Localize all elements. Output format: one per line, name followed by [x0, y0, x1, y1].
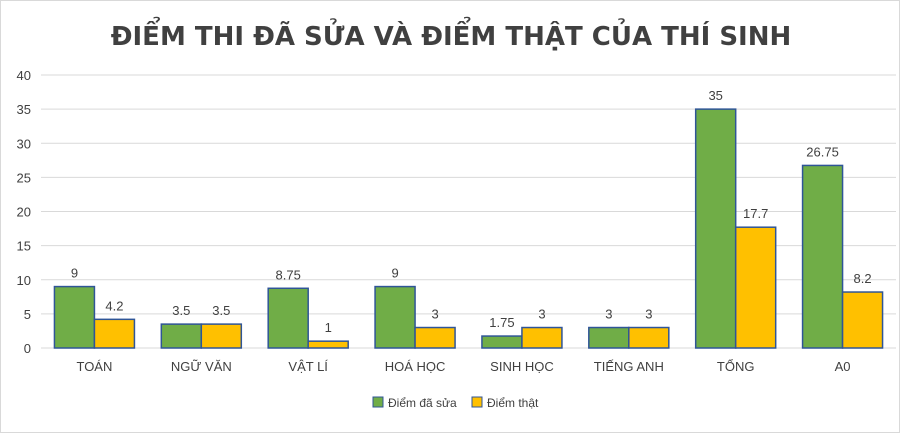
data-label: 1 — [325, 320, 332, 335]
bar-diem-that — [200, 323, 243, 349]
bars — [53, 108, 884, 349]
x-axis: TOÁN NGỮ VĂN VẬT LÍ HOÁ HỌC SINH HỌC TIẾNG AN… — [76, 359, 850, 374]
x-tick-label: VẬT LÍ — [288, 359, 328, 374]
x-tick-label: TIẾNG ANH — [594, 359, 664, 374]
chart-title: ĐIỂM THI ĐÃ SỬA VÀ ĐIỂM THẬT CỦA THÍ SIN… — [111, 15, 792, 52]
legend-label: Điểm đã sửa — [388, 396, 457, 410]
y-axis: 0 5 10 15 20 25 30 35 40 — [17, 68, 31, 356]
data-label: 3 — [645, 307, 652, 322]
y-tick-label: 0 — [24, 341, 31, 356]
x-tick-label: NGỮ VĂN — [171, 359, 232, 374]
bar-diem-that — [521, 326, 563, 349]
data-label: 3 — [538, 307, 545, 322]
bar-diem-da-sua — [160, 323, 203, 349]
bar-diem-that — [734, 226, 777, 349]
bar-diem-da-sua — [588, 326, 630, 349]
bar-diem-that — [307, 340, 349, 349]
bar-diem-da-sua — [374, 285, 416, 349]
y-tick-label: 5 — [24, 307, 31, 322]
data-label: 9 — [71, 266, 78, 281]
x-tick-label: A0 — [835, 359, 851, 374]
data-label: 9 — [391, 266, 398, 281]
y-tick-label: 25 — [17, 170, 31, 185]
data-label: 3 — [605, 307, 612, 322]
legend-swatch — [471, 396, 483, 408]
data-label: 3 — [431, 307, 438, 322]
y-tick-label: 10 — [17, 273, 31, 288]
data-labels: 9 4.2 3.5 3.5 8.75 1 9 3 1.75 3 3 3 35 17.7 26.75 8.2 — [71, 88, 872, 335]
y-tick-label: 35 — [17, 102, 31, 117]
x-tick-label: TỔNG — [717, 359, 755, 374]
bar-diem-da-sua — [267, 287, 309, 349]
data-label: 17.7 — [743, 206, 768, 221]
legend: Điểm đã sửa Điểm thật — [372, 396, 539, 410]
bar-diem-that — [841, 291, 884, 349]
bar-diem-da-sua — [53, 285, 96, 349]
gridlines — [41, 74, 896, 349]
data-label: 4.2 — [105, 298, 123, 313]
bar-diem-that — [628, 326, 670, 349]
data-label: 3.5 — [172, 303, 190, 318]
data-label: 1.75 — [489, 315, 514, 330]
bar-diem-that — [93, 318, 136, 349]
legend-label: Điểm thật — [487, 396, 539, 410]
bar-diem-da-sua — [481, 335, 523, 349]
y-tick-label: 40 — [17, 68, 31, 83]
bar-diem-da-sua — [694, 108, 737, 349]
legend-swatch — [372, 396, 384, 408]
x-tick-label: SINH HỌC — [490, 359, 554, 374]
data-label: 8.2 — [854, 271, 872, 286]
y-tick-label: 30 — [17, 136, 31, 151]
x-tick-label: TOÁN — [76, 359, 112, 374]
y-tick-label: 20 — [17, 205, 31, 220]
bar-diem-da-sua — [801, 164, 844, 349]
data-label: 8.75 — [276, 267, 301, 282]
y-tick-label: 15 — [17, 239, 31, 254]
bar-diem-that — [414, 326, 456, 349]
data-label: 26.75 — [806, 144, 839, 159]
data-label: 35 — [708, 88, 722, 103]
data-label: 3.5 — [212, 303, 230, 318]
x-tick-label: HOÁ HỌC — [385, 359, 446, 374]
